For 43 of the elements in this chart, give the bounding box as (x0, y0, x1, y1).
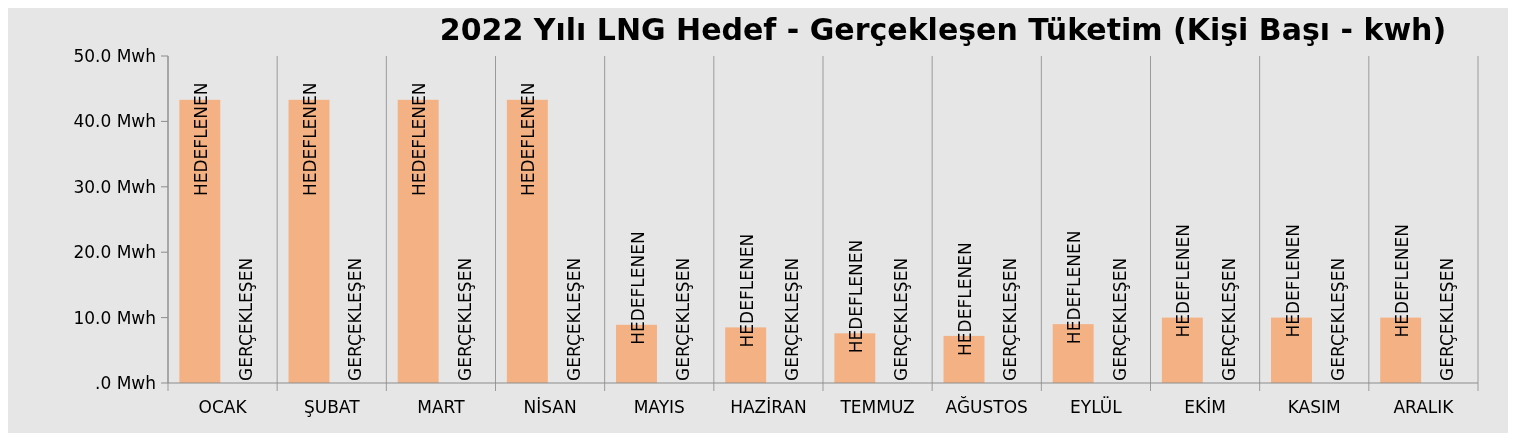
text: HEDEFLENEN (845, 239, 866, 354)
text: GERÇEKLEŞEN (236, 257, 257, 381)
text: GERÇEKLEŞEN (672, 257, 693, 381)
text: GERÇEKLEŞEN (345, 257, 366, 381)
text: GERÇEKLEŞEN (782, 257, 803, 381)
text: GERÇEKLEŞEN (563, 257, 584, 381)
text: HEDEFLENEN (409, 82, 430, 196)
x-tick-label: KASIM (1287, 397, 1341, 417)
y-tick-label: 30.0 Mwh (73, 176, 156, 197)
x-tick-label: EYLÜL (1070, 396, 1123, 417)
x-tick-label: MART (417, 397, 466, 417)
text: GERÇEKLEŞEN (454, 257, 475, 381)
x-tick-label: OCAK (198, 397, 248, 417)
x-tick-label: HAZİRAN (730, 397, 807, 417)
y-tick-label: 20.0 Mwh (73, 242, 156, 263)
text: HEDEFLENEN (1064, 230, 1085, 345)
y-tick-label: 50.0 Mwh (73, 45, 156, 66)
x-tick-label: TEMMUZ (839, 397, 915, 417)
series-label: HEDEFLENEN (518, 82, 539, 196)
text: HEDEFLENEN (1173, 224, 1194, 338)
text: HEDEFLENEN (955, 242, 976, 356)
text: GERÇEKLEŞEN (1327, 257, 1348, 381)
text: GERÇEKLEŞEN (1109, 257, 1130, 381)
x-tick-label: ARALIK (1393, 397, 1455, 417)
y-tick-label: 10.0 Mwh (73, 307, 156, 328)
y-tick-label: .0 Mwh (95, 372, 156, 393)
text: GERÇEKLEŞEN (1000, 257, 1021, 381)
text: HEDEFLENEN (300, 82, 321, 196)
x-tick-label: MAYIS (633, 397, 685, 417)
x-tick-label: NİSAN (523, 397, 577, 417)
text: HEDEFLENEN (1391, 224, 1412, 338)
x-tick-label: AĞUSTOS (945, 396, 1028, 417)
y-tick-label: 40.0 Mwh (73, 111, 156, 132)
chart-title: 2022 Yılı LNG Hedef - Gerçekleşen Tüketim (Kişi Başı - kwh) (439, 12, 1447, 47)
text: HEDEFLENEN (627, 231, 648, 345)
text: HEDEFLENEN (1282, 224, 1303, 338)
text: GERÇEKLEŞEN (1218, 257, 1239, 381)
text: HEDEFLENEN (736, 233, 757, 348)
text: HEDEFLENEN (190, 82, 211, 196)
text: GERÇEKLEŞEN (1437, 257, 1458, 381)
x-tick-label: EKİM (1184, 397, 1226, 417)
text: GERÇEKLEŞEN (891, 257, 912, 381)
x-tick-label: ŞUBAT (303, 397, 361, 417)
